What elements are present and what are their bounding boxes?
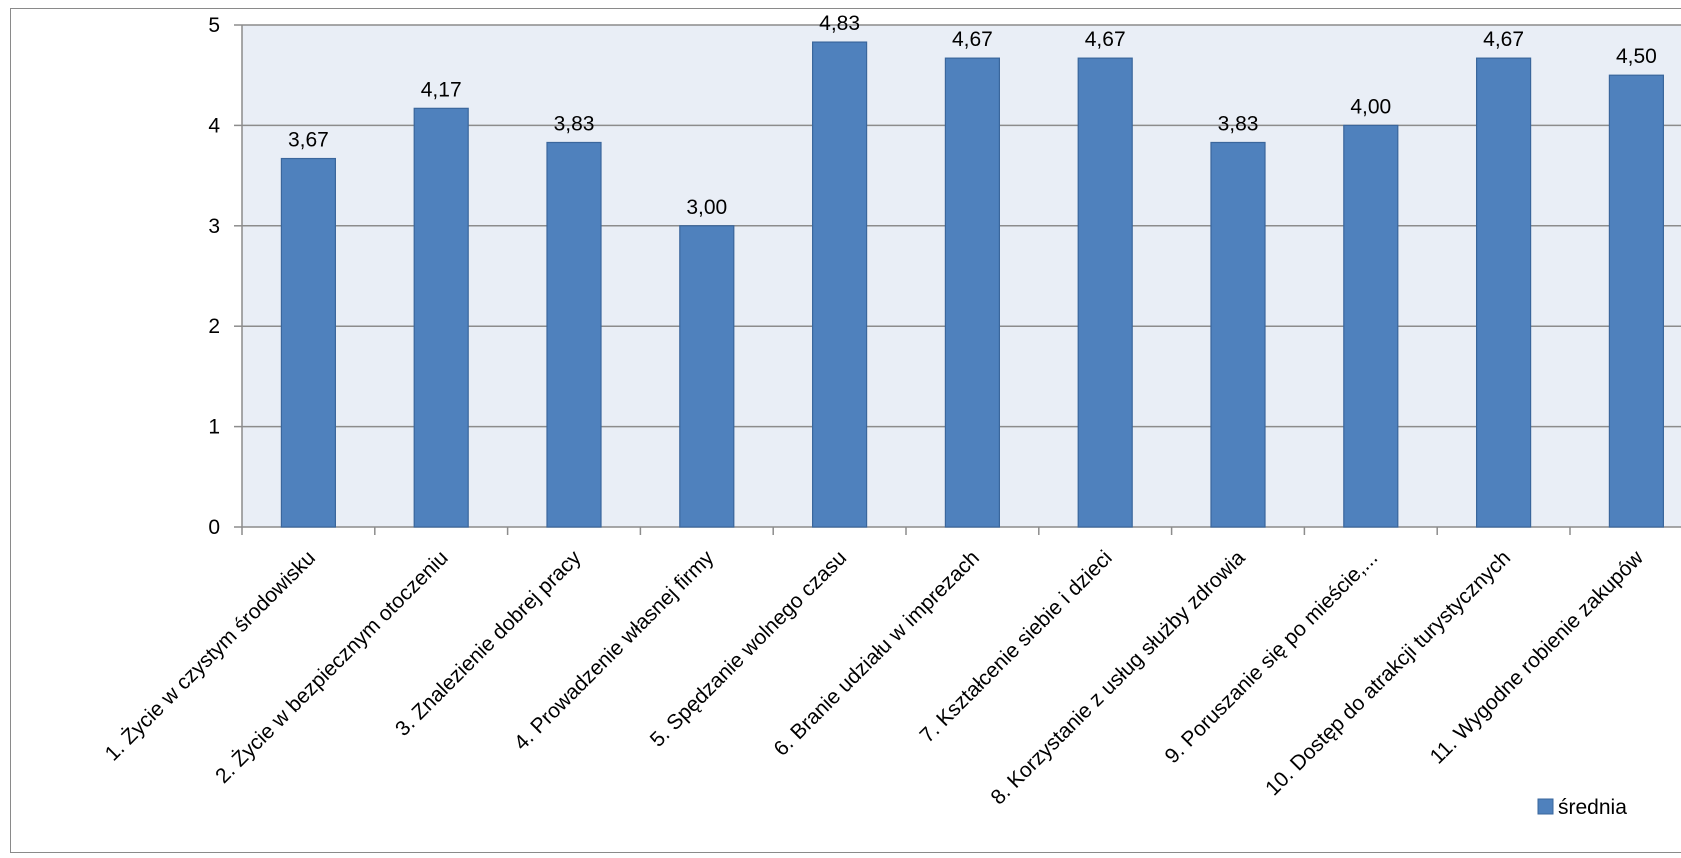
bar (811, 41, 868, 528)
legend: średnia (1537, 796, 1627, 819)
category-label: 2. Życie w bezpiecznym otoczeniu (211, 546, 453, 788)
category-label: 9. Poruszanie się po mieście,... (1161, 546, 1383, 768)
bar (1343, 124, 1399, 528)
data-labels: 3,67 4,17 3,83 3,00 4,83 4,67 4,67 3,83 4,00 4,67… (288, 12, 1657, 219)
data-label: 3,83 (1218, 112, 1259, 135)
y-tick-label: 1 (208, 416, 220, 439)
y-tick-label: 0 (208, 516, 220, 539)
bar (280, 157, 336, 528)
category-label: 11. Wygodne robienie zakupów (1426, 546, 1649, 769)
data-label: 3,67 (288, 129, 329, 152)
category-label: 1. Życie w czystym środowisku (101, 546, 320, 765)
bars (280, 41, 1665, 528)
data-label: 4,67 (1085, 28, 1126, 51)
data-label: 4,17 (421, 78, 462, 101)
bar (1475, 57, 1532, 528)
data-label: 4,50 (1616, 45, 1657, 68)
category-label: 8. Korzystanie z usług służby zdrowia (986, 546, 1249, 809)
data-label: 4,67 (952, 28, 993, 51)
bar (679, 225, 735, 528)
y-tick-label: 3 (208, 215, 220, 238)
category-label: 10. Dostęp do atrakcji turystycznych (1261, 546, 1515, 800)
bar (944, 57, 1001, 528)
bar (413, 107, 469, 528)
data-label: 4,67 (1483, 28, 1524, 51)
bar (1210, 141, 1266, 528)
bar (546, 141, 602, 528)
bar (1077, 57, 1133, 528)
y-tick-label: 4 (208, 114, 220, 137)
y-tick-label: 5 (208, 14, 220, 37)
data-label: 4,00 (1350, 95, 1391, 118)
legend-swatch (1537, 798, 1554, 815)
legend-label: średnia (1558, 796, 1627, 819)
data-label: 4,83 (819, 12, 860, 35)
data-label: 3,00 (686, 196, 727, 219)
bar (1608, 74, 1665, 528)
data-label: 3,83 (554, 112, 595, 135)
y-tick-label: 2 (208, 315, 220, 338)
